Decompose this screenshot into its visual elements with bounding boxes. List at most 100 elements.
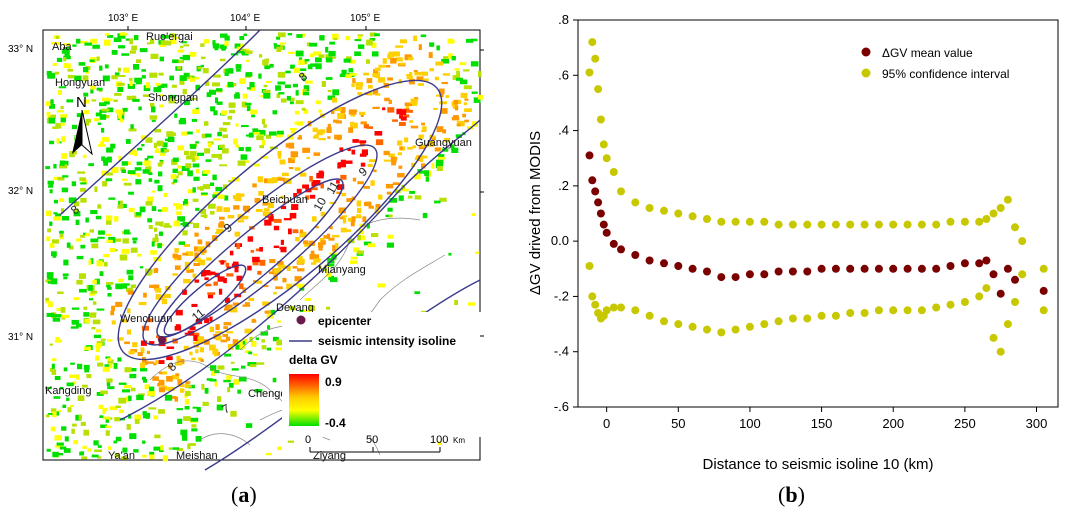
raster-cell bbox=[119, 285, 127, 289]
svg-text:N: N bbox=[76, 94, 87, 111]
raster-cell bbox=[100, 390, 108, 395]
raster-cell bbox=[146, 42, 151, 45]
raster-cell bbox=[215, 324, 220, 330]
raster-cell bbox=[387, 77, 393, 81]
raster-cell bbox=[48, 301, 53, 308]
raster-cell bbox=[246, 59, 250, 62]
confidence-point bbox=[831, 220, 840, 229]
raster-cell bbox=[420, 34, 427, 38]
raster-cell bbox=[349, 73, 357, 76]
color-legend-title: delta GV bbox=[289, 353, 338, 367]
raster-cell bbox=[192, 273, 197, 278]
raster-cell bbox=[439, 101, 447, 105]
raster-cell bbox=[246, 48, 250, 52]
raster-cell bbox=[169, 33, 175, 38]
raster-cell bbox=[391, 57, 397, 63]
raster-cell bbox=[267, 325, 271, 330]
raster-cell bbox=[276, 134, 283, 138]
raster-cell bbox=[173, 179, 178, 183]
raster-cell bbox=[405, 109, 413, 113]
raster-cell bbox=[200, 43, 205, 47]
raster-cell bbox=[168, 94, 177, 99]
raster-cell bbox=[216, 404, 224, 411]
raster-cell bbox=[49, 367, 54, 372]
raster-cell bbox=[114, 72, 120, 77]
raster-cell bbox=[357, 235, 366, 241]
raster-cell bbox=[71, 428, 75, 434]
raster-cell bbox=[319, 35, 325, 41]
raster-cell bbox=[90, 85, 96, 90]
raster-cell bbox=[63, 367, 68, 372]
raster-cell bbox=[64, 436, 69, 442]
raster-cell bbox=[52, 451, 59, 458]
raster-cell bbox=[93, 440, 99, 446]
raster-cell bbox=[177, 145, 185, 151]
raster-cell bbox=[97, 456, 102, 459]
raster-cell bbox=[375, 93, 381, 96]
raster-cell bbox=[200, 193, 208, 196]
raster-cell bbox=[428, 141, 435, 147]
raster-cell bbox=[233, 379, 240, 385]
raster-cell bbox=[110, 143, 116, 149]
raster-cell bbox=[453, 99, 459, 105]
confidence-point bbox=[817, 311, 826, 320]
raster-cell bbox=[180, 223, 184, 226]
raster-cell bbox=[234, 267, 239, 273]
raster-cell bbox=[102, 97, 110, 102]
confidence-point bbox=[599, 140, 608, 149]
raster-cell bbox=[224, 195, 229, 201]
raster-cell bbox=[348, 68, 354, 73]
longitude-ticks: 103° E 104° E 105° E bbox=[108, 13, 380, 30]
raster-cell bbox=[212, 43, 220, 49]
raster-cell bbox=[70, 326, 79, 329]
raster-cell bbox=[80, 187, 86, 192]
raster-cell bbox=[83, 429, 89, 436]
raster-cell bbox=[247, 236, 254, 242]
raster-cell bbox=[133, 449, 139, 453]
raster-cell bbox=[96, 329, 101, 333]
raster-cell bbox=[212, 194, 217, 198]
raster-cell bbox=[103, 254, 109, 258]
raster-cell bbox=[172, 447, 180, 450]
raster-cell bbox=[55, 123, 62, 129]
raster-cell bbox=[80, 182, 87, 185]
raster-cell bbox=[448, 252, 452, 256]
raster-cell bbox=[168, 132, 176, 136]
raster-cell bbox=[113, 363, 118, 369]
mean-point bbox=[602, 228, 611, 237]
raster-cell bbox=[130, 284, 136, 288]
raster-cell bbox=[183, 44, 190, 47]
raster-cell bbox=[129, 368, 137, 372]
raster-cell bbox=[49, 189, 53, 194]
raster-cell bbox=[107, 172, 113, 176]
raster-cell bbox=[71, 124, 78, 130]
raster-cell bbox=[69, 374, 77, 378]
raster-cell bbox=[148, 172, 153, 176]
confidence-point bbox=[989, 209, 998, 218]
raster-cell bbox=[463, 85, 472, 90]
raster-cell bbox=[217, 276, 225, 282]
raster-cell bbox=[144, 158, 149, 161]
raster-cell bbox=[202, 68, 209, 74]
raster-cell bbox=[59, 164, 67, 169]
raster-cell bbox=[101, 108, 110, 112]
raster-cell bbox=[213, 281, 218, 286]
raster-cell bbox=[183, 278, 191, 284]
raster-cell bbox=[387, 207, 393, 212]
raster-cell bbox=[262, 89, 271, 95]
raster-cell bbox=[341, 69, 347, 76]
raster-cell bbox=[241, 52, 249, 56]
raster-cell bbox=[459, 62, 467, 66]
raster-cell bbox=[136, 59, 141, 63]
raster-cell bbox=[58, 409, 62, 413]
confidence-point bbox=[674, 209, 683, 218]
raster-cell bbox=[187, 221, 193, 225]
raster-cell bbox=[142, 411, 147, 416]
raster-cell bbox=[66, 382, 74, 387]
raster-cell bbox=[404, 102, 413, 107]
raster-cell bbox=[350, 260, 358, 264]
mean-point bbox=[594, 198, 603, 207]
raster-cell bbox=[153, 227, 158, 232]
raster-cell bbox=[351, 216, 356, 223]
raster-cell bbox=[236, 243, 240, 250]
